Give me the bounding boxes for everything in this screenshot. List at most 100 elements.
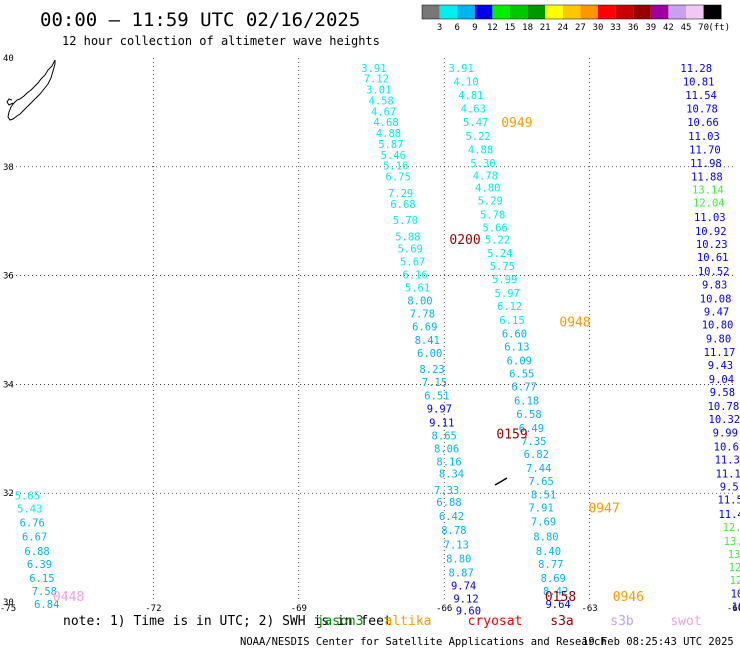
wave-height-value: 9.64 [545,599,570,611]
track-series: 3.914.104.814.635.475.224.885.304.784.80… [449,63,557,501]
wave-height-value: 4.88 [468,144,493,156]
wave-height-value: 9.74 [451,581,476,593]
wave-height-value: 11.17 [704,347,736,359]
satellite-legend: jason3 altika cryosat s3a s3b swot [317,614,702,629]
x-tick-label: -60 [727,604,740,614]
wave-height-value: 6.12 [497,301,522,313]
colorbar-swatch [439,5,458,19]
wave-height-value: 8.77 [538,559,563,571]
wave-height-value: 8.23 [419,364,444,376]
wave-height-value: 7.58 [32,586,57,598]
colorbar-label: 39 [645,23,656,33]
colorbar-label: 18 [522,23,533,33]
y-tick-label: 30 [3,598,14,608]
wave-height-value: 13 [728,549,740,561]
wave-height-value: 10.66 [687,117,719,129]
wave-height-value: 4.68 [373,117,398,129]
wave-height-value: 10.92 [695,226,727,238]
wave-height-value: 8.34 [439,469,464,481]
wave-height-value: 11.5 [718,495,740,507]
wave-height-value: 6.13 [504,341,529,353]
wave-height-value: 12 [729,562,740,574]
wave-height-value: 6.77 [512,382,537,394]
legend-entry: jason3 [317,614,364,629]
y-tick-label: 36 [3,272,14,282]
coastline [6,59,56,121]
wave-height-value: 5.78 [480,210,505,222]
wave-height-value: 9.99 [713,427,738,439]
wave-height-value: 8.87 [449,568,474,580]
wave-height-value: 10.61 [697,252,729,264]
wave-height-value: 9.47 [704,307,729,319]
wave-height-value: 7.69 [531,516,556,528]
wave-height-value: 7.65 [528,476,553,488]
colorbar-label: 15 [505,23,516,33]
wave-height-value: 12 [730,575,740,587]
wave-height-value: 6.51 [424,390,449,402]
pass-time-label: 0159 [496,427,527,442]
wave-height-value: 8.80 [446,553,471,565]
wave-height-value: 10.08 [700,293,732,305]
wave-height-value: 6.15 [499,315,524,327]
colorbar: 3 6 9 12 15 18 21 24 27 30 33 36 39 42 45 70 (ft) [421,4,730,33]
wave-height-value: 3.01 [366,85,391,97]
y-tick-label: 32 [3,489,14,499]
wave-height-value: 11.28 [680,63,712,75]
colorbar-label: 45 [681,23,692,33]
pass-time-label: 0947 [588,501,619,516]
chart-subtitle: 12 hour collection of altimeter wave hei… [62,34,380,48]
wave-height-value: 8.69 [541,573,566,585]
wave-height-value: 7.29 [388,188,413,200]
colorbar-border [421,4,722,20]
legend-entry: swot [670,614,701,629]
wave-height-value: 5.75 [490,261,515,273]
wave-height-value: 9.5 [720,482,739,494]
wave-height-value: 10.52 [698,266,730,278]
wave-height-value: 4.10 [453,76,478,88]
footer-generated: 19 Feb 08:25:43 UTC 2025 [582,636,734,648]
wave-height-value: 7.13 [444,539,469,551]
wave-height-value: 6.18 [514,396,539,408]
footer-credit: NOAA/NESDIS Center for Satellite Applica… [240,636,607,648]
wave-height-value: 6.09 [507,355,532,367]
y-tick-label: 38 [3,163,14,173]
wave-height-value: 9.12 [453,594,478,606]
wave-height-value: 5.97 [495,288,520,300]
wave-height-value: 8.41 [415,335,440,347]
wave-height-value: 6.88 [24,546,49,558]
pass-time-labels: 09490200094801590947015809460448045 [53,116,644,605]
colorbar-swatch [650,5,669,19]
wave-height-value: 5.88 [395,231,420,243]
colorbar-unit: (ft) [708,23,730,33]
colorbar-label: 9 [472,23,477,33]
wave-height-value: 3.91 [361,63,386,75]
wave-height-value: 5.69 [398,243,423,255]
wave-height-value: 11.54 [685,90,717,102]
track-marker-shape [494,477,508,486]
pass-time-label: 0158 [545,590,576,605]
wave-height-value: 5.66 [482,223,507,235]
x-tick-label: -66 [436,604,452,614]
colorbar-swatch [703,5,722,19]
grid-lines [8,58,735,602]
wave-height-value: 8.51 [531,489,556,501]
wave-height-value: 11.03 [694,212,726,224]
colorbar-swatch [562,5,581,19]
y-axis-ticks: 30 32 34 36 38 40 [3,54,14,608]
wave-height-value: 6.68 [390,199,415,211]
pass-time-label: 0946 [613,590,644,605]
wave-height-value: 11.70 [689,144,721,156]
colorbar-swatch [527,5,546,19]
colorbar-swatch [474,5,493,19]
wave-height-value: 8.80 [533,532,558,544]
wave-height-value: 11.1 [716,469,740,481]
wave-height-value: 7.44 [526,463,551,475]
wave-height-value: 5.65 [15,490,40,502]
wave-height-value: 11.88 [691,172,723,184]
wave-height-value: 7.33 [434,485,459,497]
wave-height-value: 6.67 [22,532,47,544]
wave-height-value: 6.15 [29,573,54,585]
wave-height-value: 7.12 [364,74,389,86]
wave-height-value: 6.00 [417,348,442,360]
